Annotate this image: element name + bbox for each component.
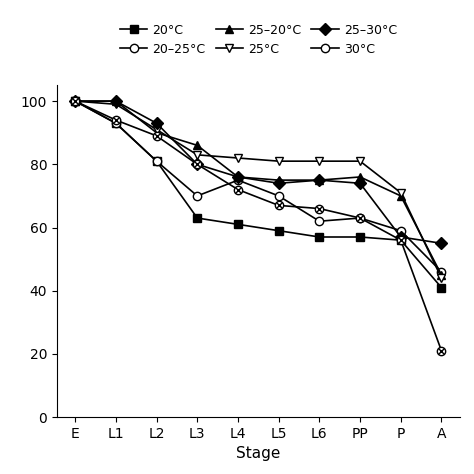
Legend: 20°C, 20–25°C, 25–20°C, 25°C, 25–30°C, 30°C: 20°C, 20–25°C, 25–20°C, 25°C, 25–30°C, 3… [115, 18, 402, 61]
X-axis label: Stage: Stage [236, 447, 281, 461]
